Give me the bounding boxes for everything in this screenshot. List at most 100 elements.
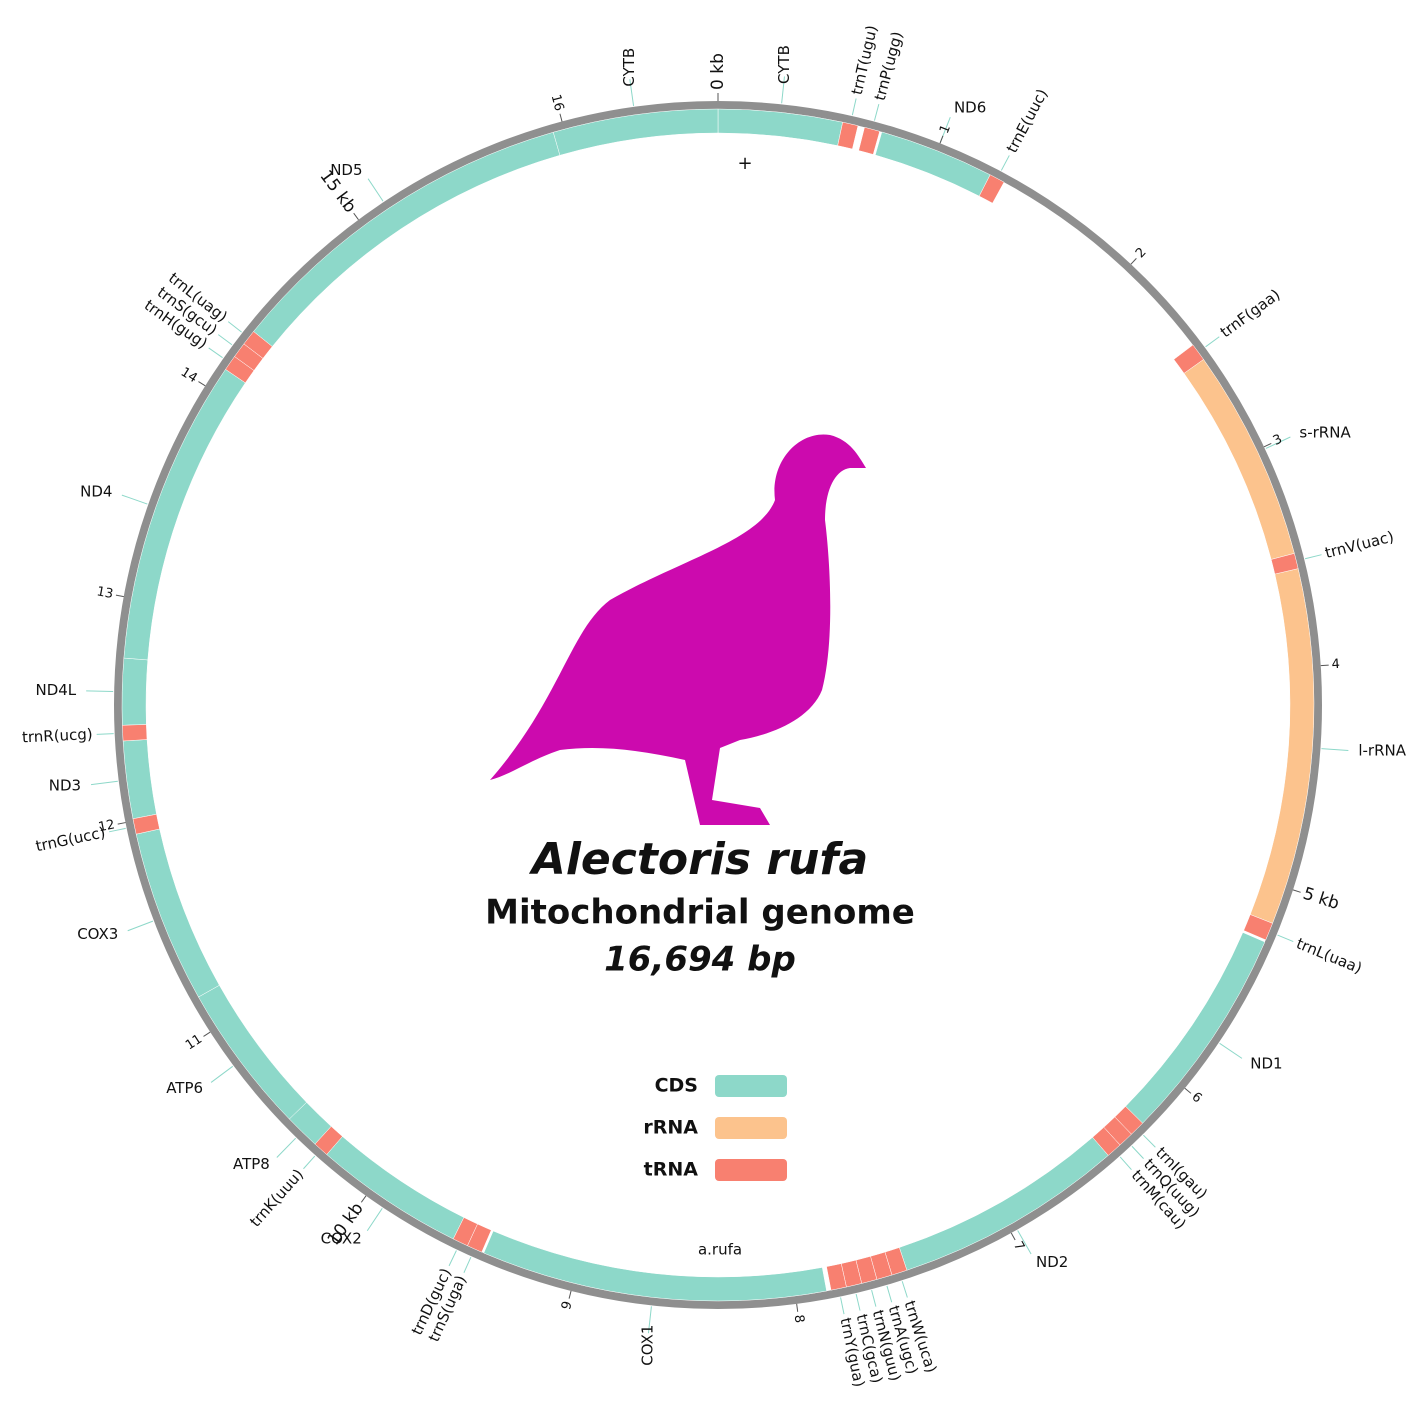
feature-label: COX2 [321,1230,362,1248]
leader-line [647,1306,652,1334]
feature-label: trnV(uac) [1323,528,1395,562]
feature-label: s-rRNA [1299,423,1351,441]
tick-mark [353,212,359,220]
leader-line [463,1257,472,1273]
leader-line [208,347,223,359]
feature-label: ATP8 [233,1155,270,1173]
leader-line [90,780,118,786]
feature-label: trnE(uuc) [1003,86,1052,156]
feature-arc [837,121,859,150]
feature-label: CYTB [620,48,638,87]
feature-arc [1243,914,1273,941]
leader-line [227,321,242,333]
leader-line [121,494,148,505]
feature-arc [1183,359,1295,560]
leader-line [1265,436,1291,449]
feature-arc [483,1230,827,1302]
leader-line [1219,1042,1243,1059]
feature-label: trnR(ucg) [22,725,93,746]
leader-line [871,1290,877,1307]
feature-label: ND4L [35,681,76,699]
tick-mark [559,113,563,122]
tick-label: 4 [1331,657,1340,673]
leader-line [629,79,635,106]
tick-mark [198,381,206,387]
feature-label: ND3 [49,776,81,794]
tick-mark [939,135,944,144]
leader-line [210,1065,234,1083]
tick-label: 7 [1010,1239,1027,1254]
leader-line [1143,1134,1156,1148]
feature-arc [122,724,148,742]
feature-arc [899,1136,1109,1271]
feature-arc [314,1126,343,1155]
leader-line [86,690,114,692]
legend-swatch [715,1075,787,1097]
leader-line [1321,748,1349,752]
feature-label: COX1 [639,1325,657,1366]
tick-label: 11 [183,1032,205,1054]
leader-line [1205,336,1220,348]
tick-mark [203,1031,211,1037]
legend-swatch [715,1159,787,1181]
leader-line [1304,554,1322,560]
leader-line [108,827,126,833]
leader-line [366,1208,383,1232]
leader-line [873,104,880,121]
leader-line [448,1250,457,1267]
strand-label: + [737,153,752,174]
tick-label: 6 [1189,1089,1205,1106]
feature-label: COX3 [77,925,118,943]
feature-arc [978,174,1005,204]
tick-mark [1010,1232,1016,1241]
leader-line [217,334,233,346]
leader-line [276,1137,297,1158]
feature-arc [1173,344,1204,374]
leader-line [367,178,384,202]
leader-line [1131,1145,1144,1159]
feature-arc [198,984,307,1120]
bird-silhouette [490,434,866,825]
feature-arc [1270,553,1299,575]
leader-line [127,920,154,932]
length-label: 16,694 bp [604,940,796,980]
feature-label: ND2 [1036,1253,1068,1271]
tick-mark [117,822,126,825]
tick-mark [1320,664,1329,667]
leader-line [1000,155,1010,171]
leader-line [781,76,785,104]
leader-line [1277,934,1294,943]
tick-mark [1130,258,1137,265]
legend-swatch [715,1117,787,1139]
tick-label: 5 kb [1300,884,1341,914]
feature-arc [253,131,561,347]
feature-label: ND6 [954,98,986,116]
feature-arc [243,331,273,359]
leader-line [886,1285,893,1303]
feature-label: ND4 [80,482,112,500]
tick-label: 12 [97,817,116,835]
leader-line [303,1155,316,1170]
feature-label: ND5 [330,161,362,179]
leader-line [855,1293,861,1311]
tick-label: 1 [937,123,954,136]
tick-mark [1292,889,1301,893]
tick-mark [115,594,124,598]
tick-label: 8 [791,1314,807,1324]
subtitle: Mitochondrial genome [485,893,915,933]
tick-label: 16 [548,93,567,113]
feature-label: trnG(ucc) [34,823,107,855]
tick-label: 9 [559,1300,576,1312]
leader-line [851,98,857,116]
legend-label: tRNA [644,1159,699,1181]
tick-label: 13 [95,584,114,602]
feature-label: trnL(uaa) [1294,934,1365,977]
tick-label: 14 [178,365,200,386]
tick-mark [1263,442,1272,448]
leader-line [1119,1156,1132,1171]
feature-label: ATP6 [166,1079,203,1097]
ring-label: a.rufa [698,1241,742,1259]
tick-mark [568,1290,572,1299]
leader-line [840,1297,845,1315]
